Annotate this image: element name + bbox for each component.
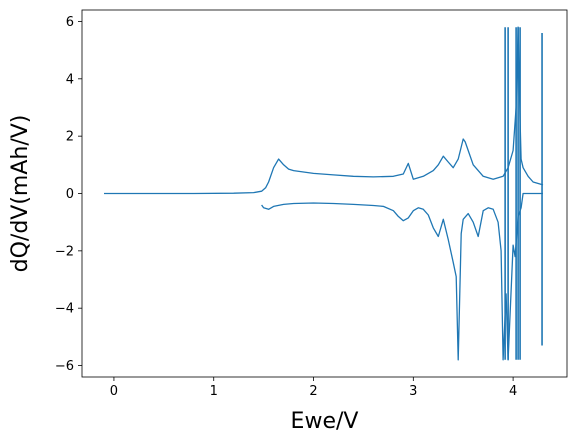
y-tick-label: 0 <box>66 187 74 202</box>
y-axis-label: dQ/dV(mAh/V) <box>8 115 33 273</box>
x-axis-ticks: 0 1 2 3 4 <box>110 377 517 399</box>
y-tick-label: −2 <box>55 244 74 259</box>
x-axis-label: Ewe/V <box>291 409 359 434</box>
series-line-2 <box>261 192 543 361</box>
x-tick-label: 4 <box>509 384 517 399</box>
y-tick-label: 2 <box>66 130 74 145</box>
y-axis-ticks: −6 −4 −2 0 2 4 6 <box>55 15 82 374</box>
plot-area <box>104 26 544 361</box>
y-tick-label: −6 <box>55 359 74 374</box>
y-tick-label: 4 <box>66 72 74 87</box>
x-tick-label: 0 <box>110 384 118 399</box>
y-tick-label: 6 <box>66 15 74 30</box>
x-tick-label: 2 <box>309 384 317 399</box>
x-tick-label: 3 <box>409 384 417 399</box>
x-tick-label: 1 <box>210 384 218 399</box>
y-tick-label: −4 <box>55 302 74 317</box>
series-line-1 <box>104 26 544 195</box>
